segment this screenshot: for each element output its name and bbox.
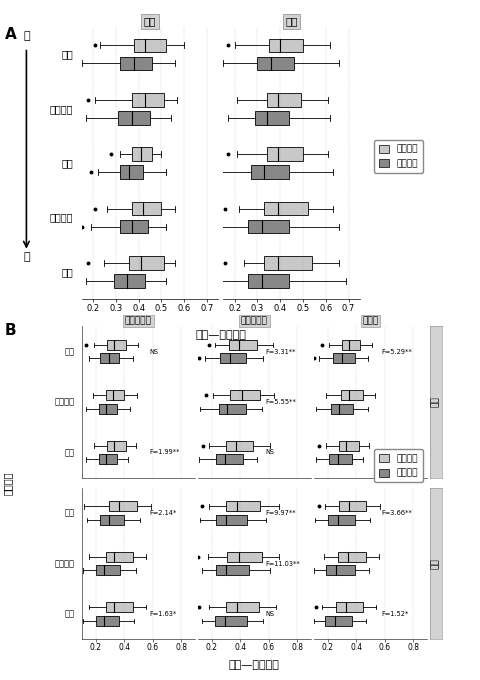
Bar <box>339 501 366 511</box>
Text: 杰森—香农距离: 杰森—香农距离 <box>195 330 246 340</box>
Bar <box>130 256 164 270</box>
Text: 杰森—香农距离: 杰森—香农距离 <box>229 660 280 670</box>
Bar <box>100 354 119 364</box>
Bar <box>331 404 353 414</box>
Bar <box>120 220 148 233</box>
Bar <box>216 454 243 464</box>
Bar <box>266 93 300 107</box>
Bar <box>118 111 150 124</box>
Text: B: B <box>5 323 16 338</box>
Bar <box>216 565 249 575</box>
Text: NS: NS <box>266 611 275 617</box>
Bar <box>106 602 132 612</box>
Bar <box>339 441 359 451</box>
Text: 个体: 个体 <box>61 158 73 168</box>
Bar <box>229 340 257 350</box>
Text: 强: 强 <box>23 31 30 41</box>
Bar <box>120 165 143 179</box>
Bar <box>216 515 247 525</box>
Bar <box>96 565 120 575</box>
Text: 弱: 弱 <box>23 252 30 262</box>
Bar <box>342 340 360 350</box>
Bar <box>341 390 363 401</box>
Bar <box>220 354 246 364</box>
Legend: 组间差异, 组内差异: 组间差异, 组内差异 <box>374 449 423 482</box>
Text: F=1.52*: F=1.52* <box>382 611 409 617</box>
Bar <box>113 274 145 288</box>
Text: F=2.14*: F=2.14* <box>150 510 177 516</box>
Text: 时间: 时间 <box>61 50 73 59</box>
Text: 唤液: 唤液 <box>431 558 440 569</box>
Bar <box>228 551 262 562</box>
Bar <box>334 354 355 364</box>
Legend: 组间差异, 组内差异: 组间差异, 组内差异 <box>374 140 423 173</box>
Text: 面茂: 面茂 <box>431 396 440 407</box>
Text: 疾病状态: 疾病状态 <box>55 398 75 407</box>
Bar <box>338 551 366 562</box>
Bar <box>107 441 126 451</box>
Text: NS: NS <box>382 449 391 456</box>
Bar <box>269 39 303 52</box>
Bar <box>230 390 260 401</box>
Bar <box>329 454 352 464</box>
Text: 疾病状态: 疾病状态 <box>55 559 75 568</box>
Bar <box>264 256 312 270</box>
Bar <box>106 551 132 562</box>
Bar <box>107 340 126 350</box>
Text: A: A <box>5 27 16 42</box>
Title: 健康组: 健康组 <box>362 317 378 326</box>
Bar <box>336 602 363 612</box>
Bar <box>251 165 289 179</box>
Bar <box>248 274 289 288</box>
Bar <box>255 111 289 124</box>
Title: 面茂: 面茂 <box>144 16 156 27</box>
Text: 疾病状态: 疾病状态 <box>50 104 73 114</box>
Bar <box>325 616 352 626</box>
Text: 时间: 时间 <box>65 347 75 356</box>
Bar <box>100 515 124 525</box>
Text: NS: NS <box>150 349 159 354</box>
Text: F=3.31**: F=3.31** <box>266 349 296 354</box>
Bar <box>132 202 161 216</box>
Text: F=5.55**: F=5.55** <box>266 399 297 405</box>
Bar <box>96 616 119 626</box>
Text: NS: NS <box>266 449 275 456</box>
Text: F=9.97**: F=9.97** <box>266 510 296 516</box>
Text: 影响因素: 影响因素 <box>2 471 12 494</box>
Text: 个体分组: 个体分组 <box>50 213 73 222</box>
Bar <box>248 220 289 233</box>
Title: 鼻和水平制: 鼻和水平制 <box>241 317 268 326</box>
Text: 时间: 时间 <box>65 509 75 517</box>
Bar <box>264 202 308 216</box>
Bar <box>328 515 355 525</box>
Title: 鼻和乔制剑: 鼻和乔制剑 <box>125 317 152 326</box>
Bar <box>99 404 117 414</box>
Bar <box>132 148 152 161</box>
Bar <box>219 404 246 414</box>
Bar <box>226 501 260 511</box>
Text: F=1.99**: F=1.99** <box>150 449 180 456</box>
Bar <box>99 454 117 464</box>
Bar <box>266 148 303 161</box>
Bar <box>326 565 355 575</box>
Text: F=3.66**: F=3.66** <box>382 510 412 516</box>
Title: 唤液: 唤液 <box>285 16 298 27</box>
Text: 个体: 个体 <box>65 609 75 619</box>
Bar <box>134 39 166 52</box>
Text: F=5.29**: F=5.29** <box>382 349 412 354</box>
Bar <box>226 602 259 612</box>
Bar <box>226 441 253 451</box>
Bar <box>108 501 137 511</box>
Bar <box>132 93 164 107</box>
Text: 性别: 性别 <box>61 267 73 277</box>
Bar <box>106 390 124 401</box>
Text: F=1.63*: F=1.63* <box>150 611 177 617</box>
Bar <box>257 56 294 70</box>
Bar <box>215 616 247 626</box>
Bar <box>120 56 152 70</box>
Text: F=11.03**: F=11.03** <box>266 560 300 566</box>
Text: 个体: 个体 <box>65 448 75 457</box>
